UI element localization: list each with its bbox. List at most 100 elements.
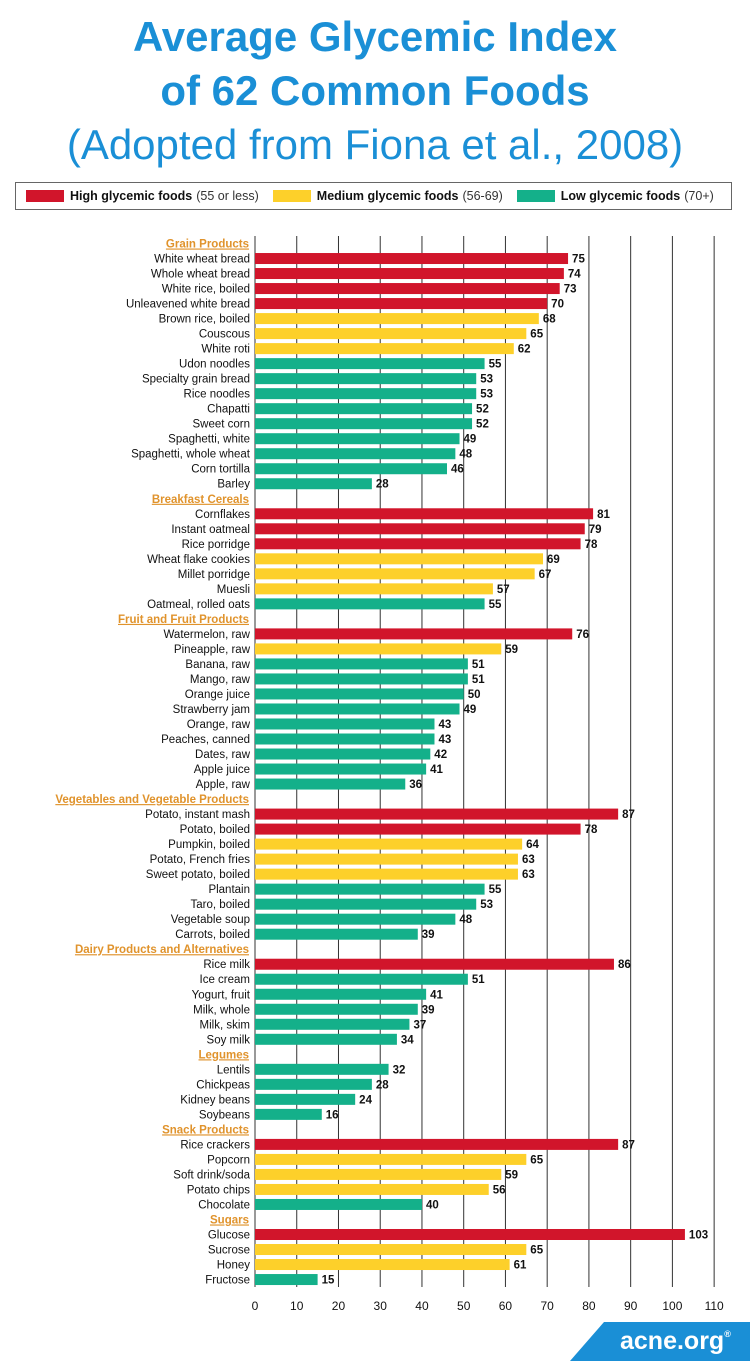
- bar: [255, 988, 427, 1000]
- food-label: Muesli: [217, 584, 250, 596]
- value-label: 16: [326, 1109, 339, 1121]
- value-label: 53: [480, 374, 493, 386]
- food-label: Dates, raw: [195, 749, 251, 761]
- food-label: Unleavened white bread: [126, 299, 250, 311]
- value-label: 42: [434, 749, 447, 761]
- food-label: Potato, boiled: [180, 824, 250, 836]
- bar: [255, 1108, 322, 1120]
- value-label: 52: [476, 419, 489, 431]
- food-label: Lentils: [217, 1064, 250, 1076]
- value-label: 50: [468, 689, 481, 701]
- bar: [255, 523, 585, 535]
- bar: [255, 1259, 510, 1271]
- bar: [255, 883, 485, 895]
- value-label: 67: [539, 569, 552, 581]
- legend-label-medium: Medium glycemic foods: [316, 189, 459, 203]
- food-label: White wheat bread: [154, 254, 250, 266]
- value-label: 59: [505, 644, 518, 656]
- value-label: 57: [497, 584, 510, 596]
- bar: [255, 283, 560, 295]
- brand-mark: ®: [724, 1329, 731, 1339]
- x-tick-label: 100: [662, 1299, 682, 1313]
- bar: [255, 748, 431, 760]
- value-label: 49: [464, 434, 477, 446]
- bar: [255, 868, 518, 880]
- food-label: Taro, boiled: [191, 899, 250, 911]
- bar: [255, 853, 518, 865]
- legend-range-high: (55 or less): [196, 189, 259, 203]
- food-label: Potato chips: [187, 1184, 251, 1196]
- food-label: Couscous: [199, 329, 250, 341]
- value-label: 56: [493, 1184, 506, 1196]
- food-label: Chocolate: [198, 1199, 250, 1211]
- value-label: 51: [472, 659, 485, 671]
- food-label: Kidney beans: [180, 1094, 250, 1106]
- value-label: 40: [426, 1199, 439, 1211]
- food-label: Oatmeal, rolled oats: [147, 599, 250, 611]
- food-label: Barley: [217, 479, 250, 491]
- bar: [255, 823, 581, 835]
- value-label: 61: [514, 1260, 527, 1272]
- legend-item-low: Low glycemic foods (70+): [516, 189, 714, 203]
- bar: [255, 268, 564, 280]
- value-label: 65: [530, 329, 543, 341]
- x-tick-label: 90: [624, 1299, 638, 1313]
- bar: [255, 313, 539, 325]
- value-label: 41: [430, 764, 443, 776]
- bar: [255, 373, 477, 385]
- bar: [255, 1228, 685, 1240]
- value-label: 36: [409, 779, 422, 791]
- bar: [255, 778, 406, 790]
- x-tick-label: 80: [582, 1299, 596, 1313]
- legend: High glycemic foods (55 or less) Medium …: [15, 182, 732, 210]
- value-label: 78: [585, 824, 598, 836]
- food-label: Sweet potato, boiled: [146, 869, 250, 881]
- food-label: Sweet corn: [192, 419, 250, 431]
- bar: [255, 598, 485, 610]
- bar: [255, 433, 460, 445]
- value-label: 86: [618, 959, 631, 971]
- bar: [255, 1033, 397, 1045]
- value-label: 51: [472, 674, 485, 686]
- food-label: Popcorn: [207, 1154, 250, 1166]
- x-tick-label: 40: [415, 1299, 429, 1313]
- food-label: Orange, raw: [187, 719, 251, 731]
- bar: [255, 343, 514, 355]
- food-label: Whole wheat bread: [151, 269, 250, 281]
- bar: [255, 1138, 619, 1150]
- x-tick-label: 10: [290, 1299, 304, 1313]
- value-label: 53: [480, 899, 493, 911]
- food-label: Banana, raw: [185, 659, 250, 671]
- food-label: Milk, skim: [200, 1019, 250, 1031]
- food-label: Soy milk: [207, 1034, 251, 1046]
- food-label: Brown rice, boiled: [159, 314, 250, 326]
- bar: [255, 838, 523, 850]
- value-label: 24: [359, 1094, 372, 1106]
- bar: [255, 328, 527, 340]
- value-label: 55: [489, 599, 502, 611]
- category-label: Legumes: [199, 1049, 250, 1061]
- value-label: 55: [489, 884, 502, 896]
- category-label: Grain Products: [166, 239, 249, 251]
- value-label: 76: [576, 629, 589, 641]
- bar: [255, 1168, 502, 1180]
- value-label: 70: [551, 299, 564, 311]
- bar: [255, 628, 573, 640]
- value-label: 64: [526, 839, 539, 851]
- value-label: 28: [376, 1079, 389, 1091]
- brand-logo[interactable]: acne.org®: [620, 1327, 731, 1356]
- category-label: Breakfast Cereals: [152, 494, 249, 506]
- x-tick-label: 30: [374, 1299, 388, 1313]
- legend-range-medium: (56-69): [462, 189, 503, 203]
- food-label: Pumpkin, boiled: [168, 839, 250, 851]
- value-label: 103: [689, 1229, 708, 1241]
- bar: [255, 358, 485, 370]
- value-label: 73: [564, 284, 577, 296]
- food-label: Sucrose: [208, 1245, 250, 1257]
- value-label: 52: [476, 404, 489, 416]
- food-label: Vegetable soup: [171, 914, 250, 926]
- value-label: 87: [622, 809, 635, 821]
- food-label: Watermelon, raw: [164, 629, 251, 641]
- bar: [255, 1244, 527, 1256]
